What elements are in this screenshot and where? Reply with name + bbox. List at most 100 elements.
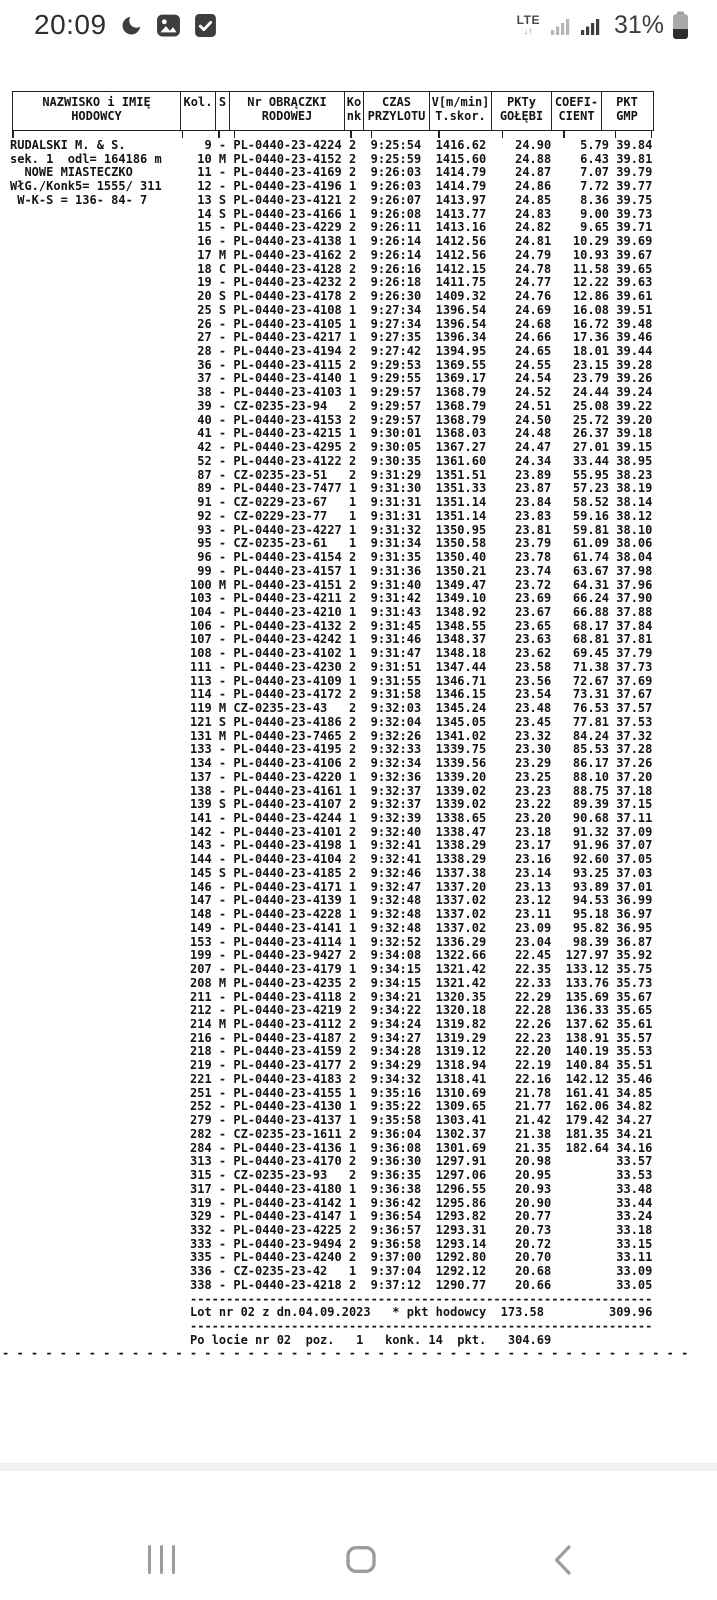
table-row: 333 - PL-0440-23-9494 2 9:36:58 1293.14 … [190,1236,653,1251]
table-row: 279 - PL-0440-23-4137 1 9:35:58 1303.41 … [190,1113,653,1128]
signal-bars-secondary-icon [550,14,572,36]
table-row: 16 - PL-0440-23-4138 1 9:26:14 1412.56 2… [190,234,653,249]
breeder-line: RUDALSKI M. & S. [10,138,126,152]
table-row: 103 - PL-0440-23-4211 2 9:31:42 1349.10 … [190,591,653,606]
table-row: 42 - PL-0440-23-4295 2 9:30:05 1367.27 2… [190,440,653,455]
breeder-info: RUDALSKI M. & S. sek. 1 odl= 164186 m NOW… [10,138,162,208]
table-row: 95 - CZ-0235-23-61 1 9:31:34 1350.58 23.… [190,536,653,551]
table-row: 107 - PL-0440-23-4242 1 9:31:46 1348.37 … [190,632,653,647]
table-row: 332 - PL-0440-23-4225 2 9:36:57 1293.31 … [190,1223,653,1238]
col-header-czas: CZAS PRZYLOTU [364,92,430,130]
table-row: 119 M CZ-0235-23-43 2 9:32:03 1345.24 23… [190,701,653,716]
lot-summary-line: Lot nr 02 z dn.04.09.2023 * pkt hodowcy … [190,1305,653,1320]
header-tick [218,130,220,138]
table-row: 214 M PL-0440-23-4112 2 9:34:24 1319.82 … [190,1017,653,1031]
col-header-pkty: PKTy GOŁĘBI [492,92,552,130]
table-row: 40 - PL-0440-23-4153 2 9:29:57 1368.79 2… [190,412,653,427]
table-row: 111 - PL-0440-23-4230 2 9:31:51 1347.44 … [190,659,653,674]
breeder-line: sek. 1 odl= 164186 m [10,151,162,166]
table-row: 319 - PL-0440-23-4142 1 9:36:42 1295.86 … [190,1195,653,1210]
table-row: 219 - PL-0440-23-4177 2 9:34:29 1318.94 … [190,1058,653,1073]
table-row: 17 M PL-0440-23-4162 2 9:26:14 1412.56 2… [190,247,653,262]
table-row: 211 - PL-0440-23-4118 2 9:34:21 1320.35 … [190,989,653,1004]
table-row: 146 - PL-0440-23-4171 1 9:32:47 1337.20 … [190,879,653,894]
table-row: 148 - PL-0440-23-4228 1 9:32:48 1337.02 … [190,907,653,922]
table-row: 19 - PL-0440-23-4232 2 9:26:18 1411.75 2… [190,275,653,290]
moon-icon [120,14,143,37]
page-break-dashes: - - - - - - - - - - - - - - - - - - - - … [2,1346,696,1360]
table-row: 20 S PL-0440-23-4178 2 9:26:30 1409.32 2… [190,289,653,304]
table-row: 92 - CZ-0229-23-77 1 9:31:31 1351.14 23.… [190,508,653,523]
table-row: 100 M PL-0440-23-4151 2 9:31:40 1349.47 … [190,577,653,592]
table-row: 114 - PL-0440-23-4172 2 9:31:58 1346.15 … [190,687,653,702]
table-row: 108 - PL-0440-23-4102 1 9:31:47 1348.18 … [190,646,653,661]
table-row: 139 S PL-0440-23-4107 2 9:32:37 1339.02 … [190,797,653,812]
table-row: 131 M PL-0440-23-7465 2 9:32:26 1341.02 … [190,728,653,743]
table-row: 143 - PL-0440-23-4198 1 9:32:41 1338.29 … [190,838,653,853]
signal-bars-primary-icon [580,14,602,36]
header-tick [12,130,14,138]
po-locie-summary-line: Po locie nr 02 poz. 1 konk. 14 pkt. 304.… [190,1332,552,1347]
table-row: 329 - PL-0440-23-4147 1 9:36:54 1293.82 … [190,1209,653,1224]
check-icon [194,13,217,38]
table-row: 315 - CZ-0235-23-93 2 9:36:35 1297.06 20… [190,1168,653,1183]
table-row: 317 - PL-0440-23-4180 1 9:36:38 1296.55 … [190,1181,653,1196]
col-header-obraczka: Nr OBRĄCZKI RODOWEJ [230,92,345,130]
table-row: 27 - PL-0440-23-4217 1 9:27:35 1396.34 2… [190,330,653,345]
table-row: 282 - CZ-0235-23-1611 2 9:36:04 1302.37 … [190,1126,653,1141]
table-row: 96 - PL-0440-23-4154 2 9:31:35 1350.40 2… [190,550,653,565]
status-bar: 20:09 LTE ↓↑ 31% [0,0,717,48]
network-indicator: LTE ↓↑ [517,14,540,36]
table-row: 221 - PL-0440-23-4183 2 9:34:32 1318.41 … [190,1071,653,1086]
table-row: 52 - PL-0440-23-4122 2 9:30:35 1361.60 2… [190,453,653,468]
table-row: 10 M PL-0440-23-4152 2 9:25:59 1415.60 2… [190,151,653,166]
breeder-line: W-K-S = 136- 84- 7 [10,192,148,207]
results-rows: 9 - PL-0440-23-4224 2 9:25:54 1416.62 24… [190,138,653,1348]
home-button[interactable] [346,1546,376,1574]
table-row: 38 - PL-0440-23-4103 1 9:29:57 1368.79 2… [190,385,653,400]
table-row: 91 - CZ-0229-23-67 1 9:31:31 1351.14 23.… [190,495,653,510]
table-row: 104 - PL-0440-23-4210 1 9:31:43 1348.92 … [190,604,653,619]
col-header-coef: COEFI- CIENT [552,92,602,130]
summary-separator: ----------------------------------------… [190,1291,653,1306]
header-tick [650,130,652,138]
table-row: 338 - PL-0440-23-4218 2 9:37:12 1290.77 … [190,1277,653,1292]
bottom-divider [0,1463,717,1471]
network-type-label: LTE [516,13,540,27]
recents-button[interactable] [147,1545,177,1574]
col-header-pkt-gmp: PKT GMP [616,95,638,123]
table-row: 37 - PL-0440-23-4140 1 9:29:55 1369.17 2… [190,371,653,386]
col-header-v: V[m/min] T.skor. [430,92,492,130]
col-header-hodowca: NAZWISKO i IMIĘ HODOWCY [13,92,181,130]
header-tick [370,130,372,138]
table-row: 218 - PL-0440-23-4159 2 9:34:28 1319.12 … [190,1044,653,1059]
header-tick [438,130,440,138]
header-tick [233,130,235,138]
table-row: 144 - PL-0440-23-4104 2 9:32:41 1338.29 … [190,852,653,867]
table-row: 216 - PL-0440-23-4187 2 9:34:27 1319.29 … [190,1030,653,1045]
summary-separator: ----------------------------------------… [190,1319,653,1334]
table-row: 149 - PL-0440-23-4141 1 9:32:48 1337.02 … [190,920,653,935]
table-row: 28 - PL-0440-23-4194 2 9:27:42 1394.95 2… [190,344,653,359]
header-tick [563,130,565,138]
clock: 20:09 [34,9,107,40]
table-row: 106 - PL-0440-23-4132 2 9:31:45 1348.55 … [190,618,653,633]
table-row: 212 - PL-0440-23-4219 2 9:34:22 1320.18 … [190,1003,653,1018]
table-row: 15 - PL-0440-23-4229 2 9:26:11 1413.16 2… [190,220,653,235]
table-row: 142 - PL-0440-23-4101 2 9:32:40 1338.47 … [190,824,653,839]
table-row: 9 - PL-0440-23-4224 2 9:25:54 1416.62 24… [190,138,653,152]
table-row: 133 - PL-0440-23-4195 2 9:32:33 1339.75 … [190,742,653,757]
header-tick [350,130,352,138]
table-row: 25 S PL-0440-23-4108 1 9:27:34 1396.54 2… [190,302,653,317]
data-arrows-icon: ↓↑ [523,26,533,36]
col-header-kol: Kol. [181,92,216,130]
back-button[interactable] [553,1545,572,1575]
table-row: 199 - PL-0440-23-9427 2 9:34:08 1322.66 … [190,948,653,963]
header-tick [501,130,503,138]
table-row: 208 M PL-0440-23-4235 2 9:34:15 1321.42 … [190,975,653,990]
table-row: 41 - PL-0440-23-4215 1 9:30:01 1368.03 2… [190,426,653,441]
table-row: 99 - PL-0440-23-4157 1 9:31:36 1350.21 2… [190,563,653,578]
table-row: 121 S PL-0440-23-4186 2 9:32:04 1345.05 … [190,714,653,729]
table-row: 138 - PL-0440-23-4161 1 9:32:37 1339.02 … [190,783,653,798]
col-header-s: S [216,92,230,130]
